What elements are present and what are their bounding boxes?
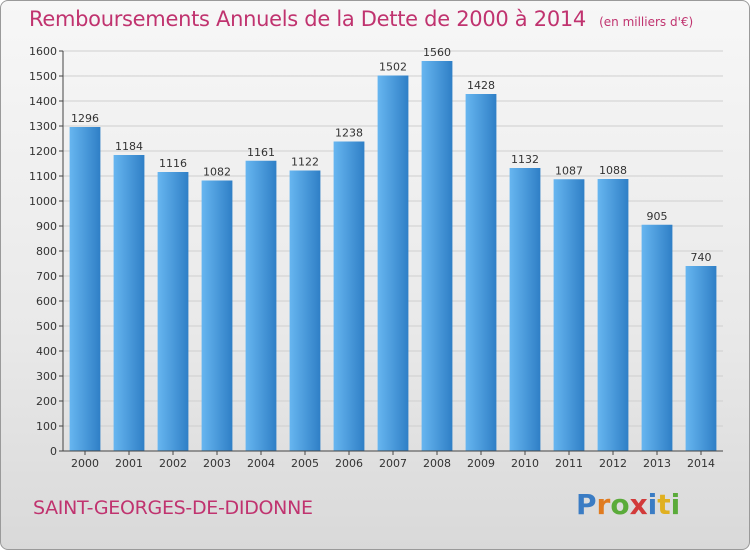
bar-value-label: 1296 <box>71 112 99 125</box>
bar-value-label: 1560 <box>423 46 451 59</box>
logo-letter: r <box>596 488 611 521</box>
bar-value-label: 1116 <box>159 157 187 170</box>
y-tick-label: 800 <box>36 245 57 258</box>
bar-value-label: 1087 <box>555 164 583 177</box>
title-row: Remboursements Annuels de la Dette de 20… <box>29 7 693 31</box>
logo-letter: t <box>657 488 671 521</box>
x-tick-label: 2002 <box>159 457 187 470</box>
proxiti-logo: Proxiti <box>576 488 680 521</box>
x-tick-label: 2008 <box>423 457 451 470</box>
bar <box>113 155 145 451</box>
chart-subtitle: (en milliers d'€) <box>599 15 694 29</box>
x-tick-label: 2000 <box>71 457 99 470</box>
x-tick-label: 2007 <box>379 457 407 470</box>
bar-value-label: 1132 <box>511 153 539 166</box>
bar <box>553 179 585 451</box>
bar <box>465 94 497 451</box>
bars: 1296 1184 1116 1082 1161 1122 1238 1502 1560 1428… <box>69 46 717 451</box>
bar-value-label: 1082 <box>203 166 231 179</box>
chart-title: Remboursements Annuels de la Dette de 20… <box>29 7 586 31</box>
bar-value-label: 905 <box>647 210 668 223</box>
y-tick-label: 900 <box>36 220 57 233</box>
bar <box>289 170 321 451</box>
bar-value-label: 1161 <box>247 146 275 159</box>
y-tick-label: 300 <box>36 370 57 383</box>
bar <box>597 179 629 451</box>
y-tick-label: 200 <box>36 395 57 408</box>
bar <box>509 168 541 451</box>
bar-value-label: 1428 <box>467 79 495 92</box>
x-tick-label: 2004 <box>247 457 275 470</box>
y-tick-label: 600 <box>36 295 57 308</box>
y-tick-label: 500 <box>36 320 57 333</box>
bar-value-label: 1238 <box>335 127 363 140</box>
x-tick-label: 2006 <box>335 457 363 470</box>
x-tick-label: 2003 <box>203 457 231 470</box>
y-tick-label: 100 <box>36 420 57 433</box>
x-tick-label: 2012 <box>599 457 627 470</box>
bar <box>641 224 673 451</box>
bar <box>421 61 453 451</box>
bar-chart: 1296 1184 1116 1082 1161 1122 1238 1502 1560 1428… <box>29 45 723 470</box>
logo-letter: i <box>670 488 681 521</box>
x-tick-label: 2009 <box>467 457 495 470</box>
y-tick-label: 0 <box>50 445 57 458</box>
bar <box>377 75 409 451</box>
y-tick-label: 400 <box>36 345 57 358</box>
bar <box>69 127 101 451</box>
bar <box>201 180 233 451</box>
bar <box>157 172 189 451</box>
axes: 0 100 200 300 400 500 600 700 800 900 1000 1100 1200… <box>29 45 723 470</box>
y-tick-label: 1200 <box>29 145 57 158</box>
y-tick-label: 1300 <box>29 120 57 133</box>
x-tick-label: 2013 <box>643 457 671 470</box>
y-tick-label: 1400 <box>29 95 57 108</box>
x-tick-label: 2014 <box>687 457 715 470</box>
y-tick-label: 1000 <box>29 195 57 208</box>
y-tick-label: 700 <box>36 270 57 283</box>
bar-value-label: 1122 <box>291 156 319 169</box>
x-tick-label: 2010 <box>511 457 539 470</box>
logo-letter: o <box>610 488 630 521</box>
y-tick-label: 1600 <box>29 45 57 58</box>
y-tick-label: 1100 <box>29 170 57 183</box>
bar-value-label: 1088 <box>599 164 627 177</box>
bar-value-label: 1502 <box>379 61 407 74</box>
logo-letter: x <box>629 488 648 521</box>
location-label: SAINT-GEORGES-DE-DIDONNE <box>33 497 313 519</box>
y-tick-label: 1500 <box>29 70 57 83</box>
bar <box>333 141 365 451</box>
x-tick-label: 2005 <box>291 457 319 470</box>
logo-letter: i <box>647 488 658 521</box>
x-tick-label: 2001 <box>115 457 143 470</box>
logo-letter: P <box>576 488 597 521</box>
x-tick-label: 2011 <box>555 457 583 470</box>
bar-value-label: 1184 <box>115 140 143 153</box>
bar-value-label: 740 <box>691 251 712 264</box>
bar <box>245 160 277 451</box>
bar <box>685 266 717 451</box>
